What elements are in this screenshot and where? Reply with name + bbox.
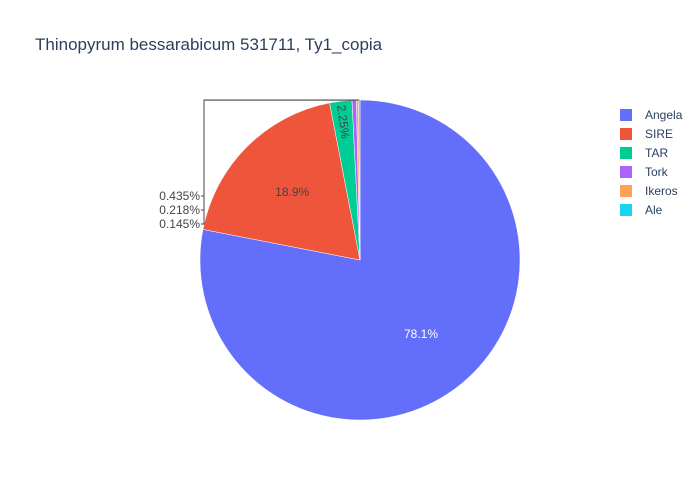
legend-label-sire: SIRE: [645, 127, 673, 141]
legend-item-ale[interactable]: Ale: [620, 203, 663, 217]
legend-swatch-sire: [620, 128, 632, 140]
legend-item-sire[interactable]: SIRE: [620, 127, 673, 141]
legend-label-ikeros: Ikeros: [645, 184, 678, 198]
chart-title: Thinopyrum bessarabicum 531711, Ty1_copi…: [35, 35, 383, 54]
slice-label-ikeros: 0.218%: [159, 203, 200, 217]
legend-label-ale: Ale: [645, 203, 663, 217]
pie-slices: [199, 99, 521, 421]
legend-item-ikeros[interactable]: Ikeros: [620, 184, 678, 198]
legend-swatch-tork: [620, 166, 632, 178]
slice-label-sire: 18.9%: [275, 185, 309, 199]
leader-line-ale: [201, 99, 360, 225]
legend-item-angela[interactable]: Angela: [620, 108, 683, 122]
legend-label-angela: Angela: [645, 108, 683, 122]
slice-labels: 78.1% 18.9% 2.25% 0.435%0.218%0.145%: [159, 99, 438, 341]
legend-item-tork[interactable]: Tork: [620, 165, 669, 179]
pie-slice-sire[interactable]: [202, 102, 361, 261]
legend-swatch-tar: [620, 147, 632, 159]
slice-label-tar: 2.25%: [334, 104, 352, 140]
legend-label-tar: TAR: [645, 146, 668, 160]
legend-label-tork: Tork: [645, 165, 669, 179]
slice-label-angela: 78.1%: [404, 327, 438, 341]
legend-item-tar[interactable]: TAR: [620, 146, 668, 160]
slice-label-ale: 0.145%: [159, 217, 200, 231]
legend-swatch-angela: [620, 109, 632, 121]
slice-label-tork: 0.435%: [159, 189, 200, 203]
legend-swatch-ale: [620, 204, 632, 216]
legend: Angela SIRE TAR Tork Ikeros Ale: [620, 108, 683, 217]
legend-swatch-ikeros: [620, 185, 632, 197]
